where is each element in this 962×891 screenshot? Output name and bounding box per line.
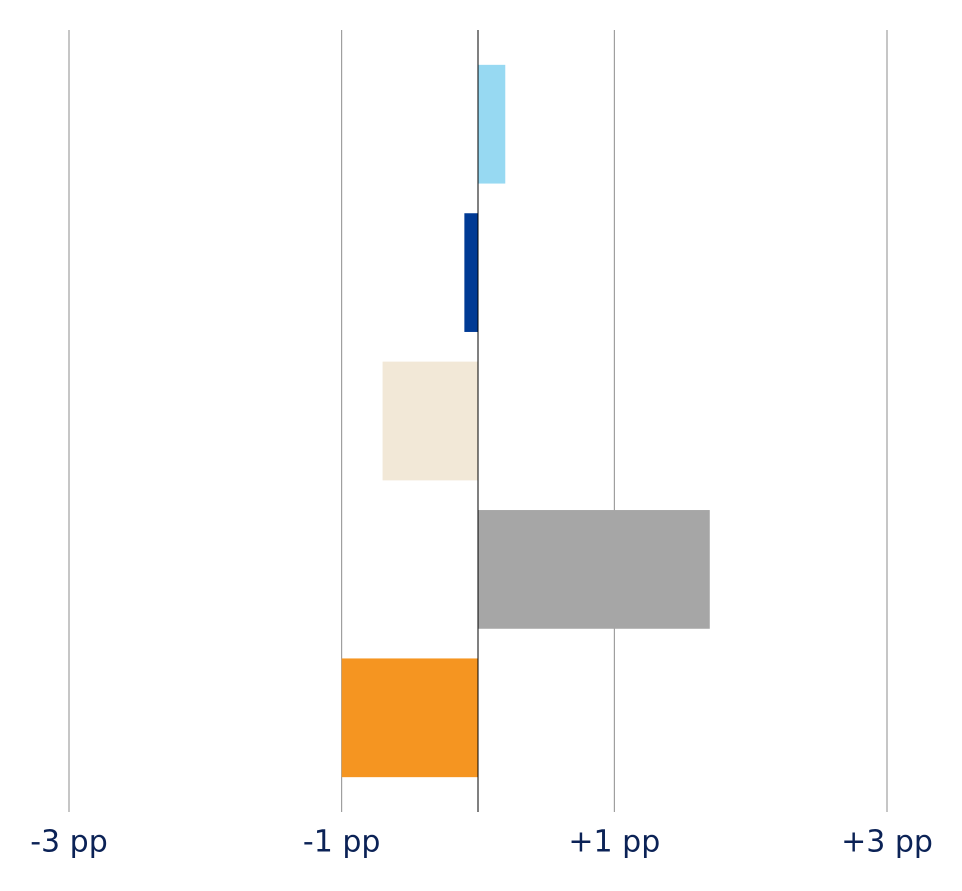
bar bbox=[478, 64, 506, 184]
bar bbox=[382, 361, 478, 481]
bar bbox=[478, 510, 710, 629]
x-tick-label: +3 pp bbox=[841, 825, 933, 860]
x-tick-label: -3 pp bbox=[30, 825, 108, 860]
x-tick-label: +1 pp bbox=[568, 825, 660, 860]
bar bbox=[341, 658, 478, 778]
x-tick-label: -1 pp bbox=[303, 825, 381, 860]
bar bbox=[464, 213, 478, 332]
